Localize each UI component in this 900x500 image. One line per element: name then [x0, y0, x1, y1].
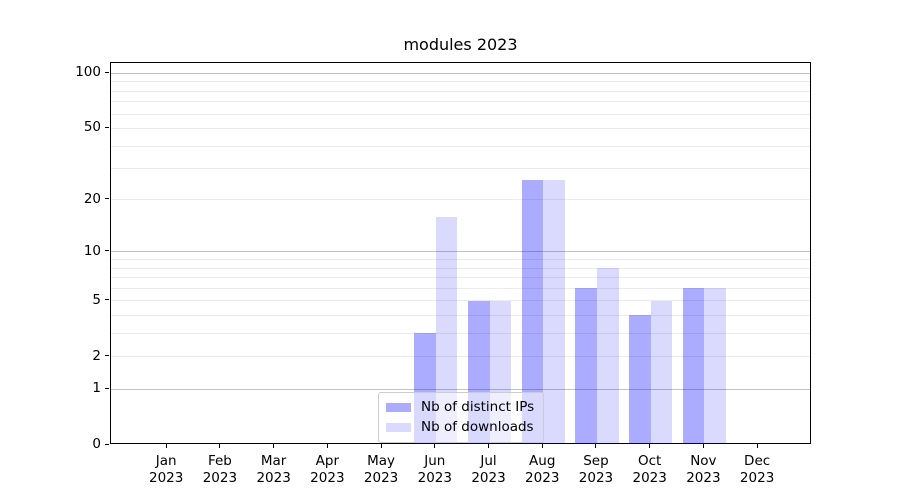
gridline-1	[111, 388, 810, 390]
bar-downloads-aug	[543, 179, 565, 444]
gridline-7	[111, 277, 810, 279]
gridline-8	[111, 267, 810, 269]
legend-swatch-distinct-ips	[386, 402, 411, 412]
x-tick-label-jul: Jul 2023	[471, 453, 506, 486]
gridline-2	[111, 356, 810, 358]
bar-distinct-ips-oct	[629, 315, 651, 444]
x-tick-label-mar: Mar 2023	[256, 453, 291, 486]
bar-distinct-ips-sep	[575, 288, 597, 444]
gridline-9	[111, 259, 810, 261]
y-tick-50	[105, 126, 109, 128]
x-tick-label-jan: Jan 2023	[149, 453, 184, 486]
gridline-5	[111, 300, 810, 302]
legend-swatch-downloads	[386, 422, 411, 432]
y-tick-0	[105, 443, 109, 445]
gridline-20	[111, 199, 810, 201]
x-tick-label-aug: Aug 2023	[525, 453, 560, 486]
bar-downloads-nov	[704, 288, 726, 444]
bar-distinct-ips-aug	[521, 179, 544, 444]
y-tick-10	[105, 250, 109, 252]
x-tick-feb	[219, 444, 221, 448]
x-tick-label-jun: Jun 2023	[417, 453, 452, 486]
x-tick-jul	[488, 444, 490, 448]
y-tick-label-10: 10	[83, 242, 101, 259]
x-tick-aug	[541, 444, 543, 448]
y-tick-label-20: 20	[83, 190, 101, 207]
x-tick-label-oct: Oct 2023	[632, 453, 667, 486]
gridline-90	[111, 81, 810, 83]
x-tick-may	[380, 444, 382, 448]
legend-label-downloads: Nb of downloads	[421, 419, 534, 435]
x-tick-nov	[702, 444, 704, 448]
gridline-100	[111, 72, 810, 74]
gridline-50	[111, 127, 810, 129]
x-tick-sep	[595, 444, 597, 448]
gridlines-layer	[111, 63, 810, 443]
gridline-70	[111, 101, 810, 103]
y-tick-label-100: 100	[75, 64, 101, 81]
x-tick-mar	[273, 444, 275, 448]
y-tick-label-1: 1	[92, 380, 101, 397]
gridline-80	[111, 90, 810, 92]
legend: Nb of distinct IPs Nb of downloads	[378, 392, 545, 443]
bar-downloads-sep	[596, 268, 619, 444]
gridline-40	[111, 145, 810, 147]
y-tick-label-50: 50	[83, 119, 101, 136]
y-tick-label-0: 0	[92, 436, 101, 452]
gridline-10	[111, 251, 810, 253]
bar-downloads-oct	[650, 300, 673, 444]
y-tick-label-5: 5	[92, 291, 101, 308]
x-tick-jun	[434, 444, 436, 448]
legend-item-downloads: Nb of downloads	[386, 418, 534, 436]
y-tick-1	[105, 387, 109, 389]
gridline-6	[111, 287, 810, 289]
gridline-60	[111, 113, 810, 115]
x-tick-oct	[649, 444, 651, 448]
y-tick-20	[105, 198, 109, 200]
x-tick-apr	[326, 444, 328, 448]
x-tick-label-may: May 2023	[363, 453, 399, 486]
plot-area: Nb of distinct IPs Nb of downloads	[110, 62, 811, 444]
bar-distinct-ips-nov	[682, 288, 705, 444]
y-tick-100	[105, 71, 109, 73]
x-tick-label-nov: Nov 2023	[686, 453, 721, 486]
bars-layer	[111, 63, 810, 444]
x-tick-jan	[165, 444, 167, 448]
x-tick-label-dec: Dec 2023	[739, 453, 775, 486]
x-tick-label-apr: Apr 2023	[310, 453, 345, 486]
gridline-4	[111, 314, 810, 316]
y-tick-2	[105, 355, 109, 357]
y-tick-label-2: 2	[92, 347, 101, 364]
gridline-30	[111, 168, 810, 170]
legend-label-distinct-ips: Nb of distinct IPs	[421, 399, 535, 415]
legend-item-distinct-ips: Nb of distinct IPs	[386, 398, 534, 416]
bar-downloads-jun	[435, 216, 458, 444]
gridline-3	[111, 332, 810, 334]
x-tick-dec	[756, 444, 758, 448]
y-tick-5	[105, 299, 109, 301]
chart-title: modules 2023	[403, 35, 518, 54]
x-tick-label-sep: Sep 2023	[578, 453, 614, 486]
x-tick-label-feb: Feb 2023	[202, 453, 238, 486]
